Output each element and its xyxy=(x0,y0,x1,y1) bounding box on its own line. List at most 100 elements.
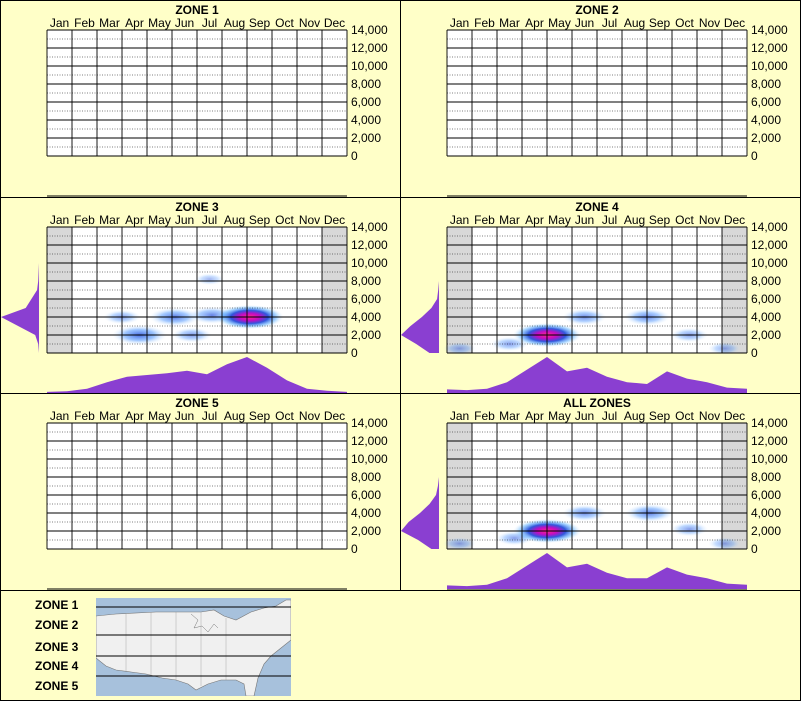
month-label: Jul xyxy=(602,409,617,423)
month-label: Sep xyxy=(649,213,671,227)
month-label: Oct xyxy=(675,213,694,227)
month-label: Jan xyxy=(50,409,69,423)
month-label: Apr xyxy=(525,409,544,423)
month-label: Jun xyxy=(575,213,594,227)
panel-title: ZONE 5 xyxy=(175,396,219,410)
month-label: Jan xyxy=(450,213,469,227)
ytick-label: 6,000 xyxy=(351,95,381,109)
ytick-label: 8,000 xyxy=(751,470,781,484)
month-label: Sep xyxy=(249,213,271,227)
month-label: Nov xyxy=(299,409,320,423)
ytick-label: 0 xyxy=(351,346,358,360)
panel-title: ZONE 4 xyxy=(575,200,619,214)
ytick-label: 8,000 xyxy=(351,77,381,91)
month-label: Apr xyxy=(525,16,544,30)
month-label: Nov xyxy=(699,213,720,227)
ytick-label: 10,000 xyxy=(751,452,788,466)
month-label: Jun xyxy=(575,16,594,30)
month-label: Aug xyxy=(624,16,645,30)
month-label: May xyxy=(148,409,171,423)
panel-title: ZONE 2 xyxy=(575,3,619,17)
legend-zone-2: ZONE 2 xyxy=(35,618,79,632)
month-label: May xyxy=(548,409,571,423)
month-label: Mar xyxy=(499,409,520,423)
month-label: Oct xyxy=(675,409,694,423)
ytick-label: 14,000 xyxy=(351,23,388,37)
month-label: Jan xyxy=(450,16,469,30)
ytick-label: 6,000 xyxy=(351,488,381,502)
density-hotspot xyxy=(708,342,741,355)
month-label: Sep xyxy=(249,409,271,423)
ytick-label: 8,000 xyxy=(751,274,781,288)
ytick-label: 6,000 xyxy=(751,488,781,502)
legend-zone-4: ZONE 4 xyxy=(35,659,79,673)
month-label: Aug xyxy=(224,409,245,423)
density-hotspot xyxy=(443,537,476,550)
zone-chart-4: ZONE 4 Jan Feb Mar Apr May Jun Jul Aug Sep Oct Nov D… xyxy=(401,200,788,394)
density-hotspot xyxy=(708,537,741,550)
ytick-label: 8,000 xyxy=(351,470,381,484)
month-label: May xyxy=(548,16,571,30)
us-map xyxy=(96,598,291,696)
month-label: Aug xyxy=(224,16,245,30)
panel-title: ZONE 3 xyxy=(175,200,219,214)
ytick-label: 4,000 xyxy=(751,113,781,127)
month-label: Apr xyxy=(125,409,144,423)
month-label: Sep xyxy=(249,16,271,30)
ytick-label: 0 xyxy=(351,149,358,163)
month-label: Dec xyxy=(324,16,345,30)
ytick-label: 4,000 xyxy=(351,310,381,324)
month-label: Mar xyxy=(99,213,120,227)
month-label: Jan xyxy=(450,409,469,423)
month-label: Oct xyxy=(675,16,694,30)
ytick-label: 10,000 xyxy=(351,59,388,73)
month-label: Jun xyxy=(175,409,194,423)
month-label: Jul xyxy=(202,409,217,423)
panel-title: ALL ZONES xyxy=(563,396,631,410)
month-label: Jan xyxy=(50,213,69,227)
ytick-label: 4,000 xyxy=(751,506,781,520)
ytick-label: 4,000 xyxy=(351,113,381,127)
month-label: Apr xyxy=(125,213,144,227)
month-label: Feb xyxy=(74,16,95,30)
month-label: Feb xyxy=(74,213,95,227)
ytick-label: 14,000 xyxy=(751,416,788,430)
zone-chart-2: ZONE 2 Jan Feb Mar Apr May Jun Jul Aug Sep Oct Nov D… xyxy=(446,3,788,197)
month-label: Mar xyxy=(499,16,520,30)
zone-chart-5: ZONE 5 Jan Feb Mar Apr May Jun Jul Aug Sep Oct Nov D… xyxy=(46,396,388,590)
ytick-label: 12,000 xyxy=(751,238,788,252)
ytick-label: 0 xyxy=(751,346,758,360)
ytick-label: 2,000 xyxy=(351,524,381,538)
ytick-label: 8,000 xyxy=(351,274,381,288)
ytick-label: 2,000 xyxy=(751,524,781,538)
panel-title: ZONE 1 xyxy=(175,3,219,17)
legend-zone-1: ZONE 1 xyxy=(35,598,79,612)
legend-zone-3: ZONE 3 xyxy=(35,640,79,654)
month-label: May xyxy=(548,213,571,227)
month-label: Aug xyxy=(624,213,645,227)
month-label: Sep xyxy=(649,409,671,423)
ytick-label: 14,000 xyxy=(751,220,788,234)
density-hotspot xyxy=(670,522,709,537)
ytick-label: 10,000 xyxy=(351,452,388,466)
month-label: Oct xyxy=(275,213,294,227)
month-label: Nov xyxy=(699,409,720,423)
month-label: Jul xyxy=(602,213,617,227)
legend-zone-5: ZONE 5 xyxy=(35,679,79,693)
elevation-frequency-profile xyxy=(401,227,439,353)
ytick-label: 2,000 xyxy=(351,328,381,342)
month-label: Jun xyxy=(175,16,194,30)
ytick-label: 10,000 xyxy=(751,256,788,270)
zone-chart-1: ZONE 1 Jan Feb Mar Apr May Jun Jul Aug Sep Oct Nov D… xyxy=(46,3,388,197)
month-label: Jun xyxy=(175,213,194,227)
ytick-label: 2,000 xyxy=(351,131,381,145)
month-label: Aug xyxy=(224,213,245,227)
month-label: Dec xyxy=(324,409,345,423)
ytick-label: 2,000 xyxy=(751,328,781,342)
ytick-label: 14,000 xyxy=(351,416,388,430)
density-hotspot xyxy=(443,342,476,355)
month-label: Jun xyxy=(575,409,594,423)
month-frequency-profile xyxy=(447,357,747,393)
ytick-label: 10,000 xyxy=(751,59,788,73)
ytick-label: 4,000 xyxy=(351,506,381,520)
